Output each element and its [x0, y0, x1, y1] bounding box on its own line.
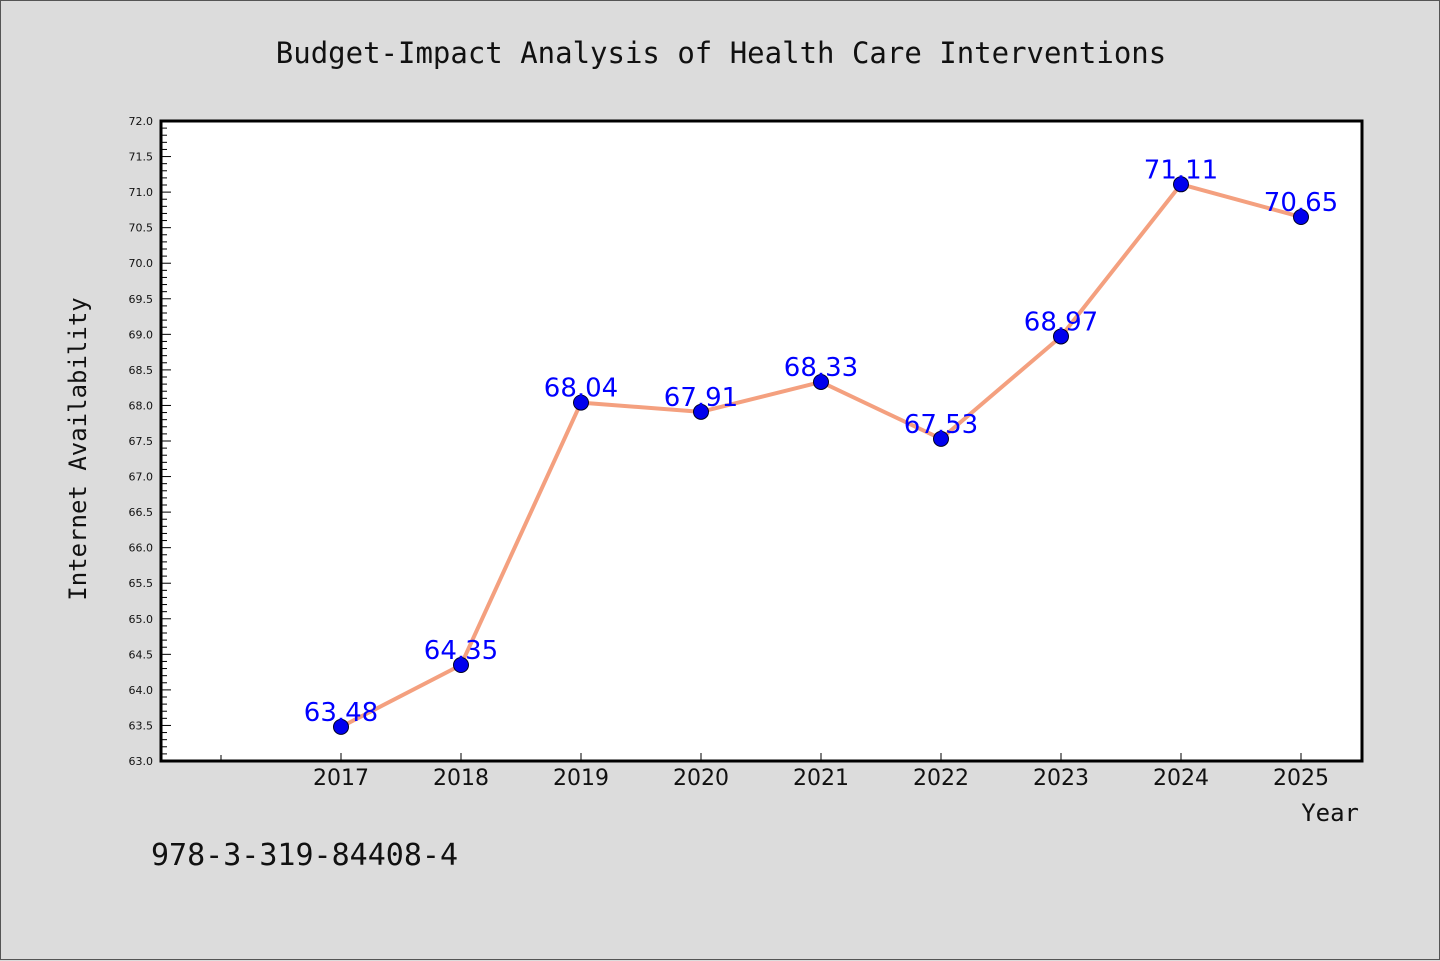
y-tick-label: 67.5	[129, 435, 154, 448]
y-tick-label: 64.0	[129, 684, 154, 697]
data-point	[1293, 209, 1309, 225]
series-layer: 63.48 64.35 68.04 67.91 68.33 67.53 68.97 71.11…	[304, 155, 1338, 735]
x-axis-label: Year	[1301, 799, 1359, 827]
x-tick-label: 2025	[1273, 766, 1329, 791]
data-label: 70.65	[1264, 188, 1338, 218]
y-tick-label: 69.5	[129, 293, 154, 306]
y-tick-label: 71.0	[129, 186, 154, 199]
x-tick-label: 2017	[313, 766, 369, 791]
data-label: 68.33	[784, 353, 858, 383]
y-tick-label: 67.0	[129, 471, 154, 484]
x-tick-label: 2023	[1033, 766, 1089, 791]
y-tick-label: 64.5	[129, 648, 154, 661]
data-point	[573, 394, 589, 411]
data-point	[333, 718, 349, 735]
y-tick-label: 65.5	[129, 577, 154, 590]
y-tick-label: 66.5	[129, 506, 154, 519]
y-tick-label: 70.5	[129, 222, 154, 235]
data-label: 64.35	[424, 636, 498, 666]
y-axis: 63.0 63.5 64.0 64.5 65.0 65.5 66.0 66.5 67.0 67.5…	[129, 115, 171, 768]
data-label: 63.48	[304, 698, 378, 728]
chart-title: Budget-Impact Analysis of Health Care In…	[276, 36, 1166, 70]
y-tick-label: 71.5	[129, 151, 154, 164]
data-point	[1173, 176, 1189, 193]
isbn-text: 978-3-319-84408-4	[151, 838, 458, 873]
data-label: 71.11	[1144, 155, 1218, 185]
data-point	[933, 430, 949, 447]
x-tick-label: 2018	[433, 766, 489, 791]
y-axis-label: Internet Availability	[64, 297, 92, 600]
data-point	[693, 403, 709, 420]
y-tick-label: 63.0	[129, 755, 154, 768]
y-tick-label: 69.0	[129, 328, 154, 341]
x-tick-label: 2022	[913, 766, 969, 791]
x-axis: 2017 2018 2019 2020 2021 2022 2023 2024 2025	[220, 753, 1329, 791]
plot-area	[159, 119, 1364, 763]
data-label: 68.04	[544, 374, 618, 404]
x-tick-label: 2019	[553, 766, 609, 791]
data-label: 67.53	[904, 410, 978, 440]
y-tick-label: 70.0	[129, 257, 154, 270]
y-tick-label: 66.0	[129, 542, 154, 555]
y-tick-label: 68.0	[129, 399, 154, 412]
x-tick-label: 2020	[673, 766, 729, 791]
data-label: 68.97	[1024, 307, 1098, 337]
data-label: 67.91	[664, 383, 738, 413]
data-point	[1053, 328, 1069, 345]
x-tick-label: 2024	[1153, 766, 1209, 791]
x-tick-label: 2021	[793, 766, 849, 791]
y-tick-label: 65.0	[129, 613, 154, 626]
data-point	[813, 373, 829, 390]
y-tick-label: 68.5	[129, 364, 154, 377]
y-tick-label: 63.5	[129, 719, 154, 732]
y-tick-label: 72.0	[129, 115, 154, 128]
data-point	[453, 657, 469, 673]
